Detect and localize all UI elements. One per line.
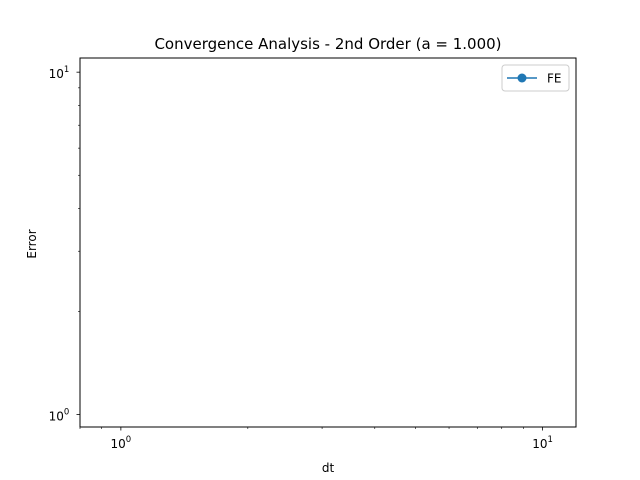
y-tick-label: 101 (49, 65, 70, 81)
chart-title: Convergence Analysis - 2nd Order (a = 1.… (154, 35, 501, 53)
legend: FE (501, 64, 570, 92)
x-tick-label: 101 (532, 435, 553, 451)
y-tick-label: 100 (49, 408, 70, 424)
x-tick-label: 100 (111, 435, 132, 451)
y-axis-label: Error (25, 229, 39, 258)
legend-label-fe: FE (547, 72, 561, 86)
x-axis-label: dt (322, 461, 335, 475)
plot-area-frame (79, 57, 577, 428)
legend-marker-fe (517, 73, 527, 83)
axes: 100 101 100 101 (49, 57, 577, 451)
